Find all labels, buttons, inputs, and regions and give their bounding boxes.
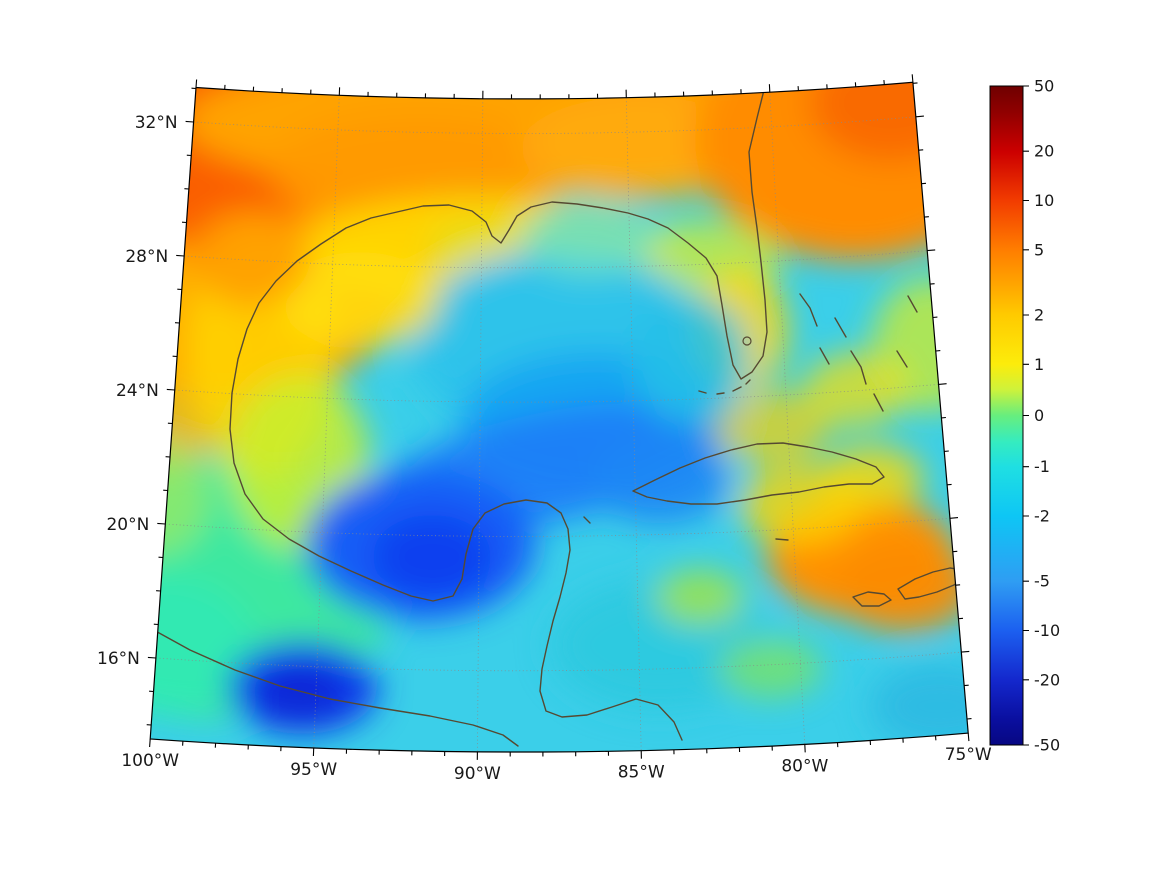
coastline-pacific bbox=[150, 627, 519, 747]
lake-okeechobee bbox=[742, 336, 752, 346]
axis-ticks bbox=[146, 74, 972, 760]
colorbar bbox=[989, 85, 1024, 746]
colorbar-tick-label: 5 bbox=[1034, 240, 1044, 259]
colorbar-tick-label: -10 bbox=[1034, 621, 1060, 640]
coastline-jamaica bbox=[852, 591, 892, 607]
lon-tick-label-85w: 85°W bbox=[618, 763, 665, 783]
colorbar-tick-label: 2 bbox=[1034, 306, 1044, 325]
colorbar-tick-label: -2 bbox=[1034, 507, 1050, 526]
lon-tick-label-90w: 90°W bbox=[454, 764, 501, 784]
coastline-small-islands bbox=[583, 516, 789, 541]
coastline-bahamas bbox=[799, 293, 918, 412]
colorbar-ticks bbox=[1023, 85, 1029, 746]
lat-tick-label-32n: 32°N bbox=[135, 113, 178, 133]
coastline-gulf-mainland bbox=[229, 85, 768, 741]
lat-tick-label-24n: 24°N bbox=[116, 381, 159, 401]
lon-tick-label-100w: 100°W bbox=[121, 751, 179, 771]
colorbar-tick-label: 1 bbox=[1034, 355, 1044, 374]
coastline-cuba bbox=[632, 442, 885, 505]
colorbar-tick-label: -5 bbox=[1034, 572, 1050, 591]
lat-tick-label-16n: 16°N bbox=[97, 649, 140, 669]
colorbar-tick-label: 50 bbox=[1034, 77, 1054, 96]
lon-tick-label-80w: 80°W bbox=[781, 756, 828, 776]
coastline-florida-keys bbox=[698, 379, 751, 395]
colorbar-tick-label: 0 bbox=[1034, 406, 1044, 425]
colorbar-tick-label: -1 bbox=[1034, 457, 1050, 476]
lon-tick-label-75w: 75°W bbox=[945, 745, 992, 765]
lat-tick-label-28n: 28°N bbox=[125, 247, 168, 267]
colorbar-tick-label: 20 bbox=[1034, 142, 1054, 161]
colorbar-tick-label: 10 bbox=[1034, 191, 1054, 210]
colorbar-tick-label: -50 bbox=[1034, 736, 1060, 755]
colorbar-tick-label: -20 bbox=[1034, 670, 1060, 689]
lat-tick-label-20n: 20°N bbox=[106, 515, 149, 535]
lon-tick-label-95w: 95°W bbox=[290, 760, 337, 780]
